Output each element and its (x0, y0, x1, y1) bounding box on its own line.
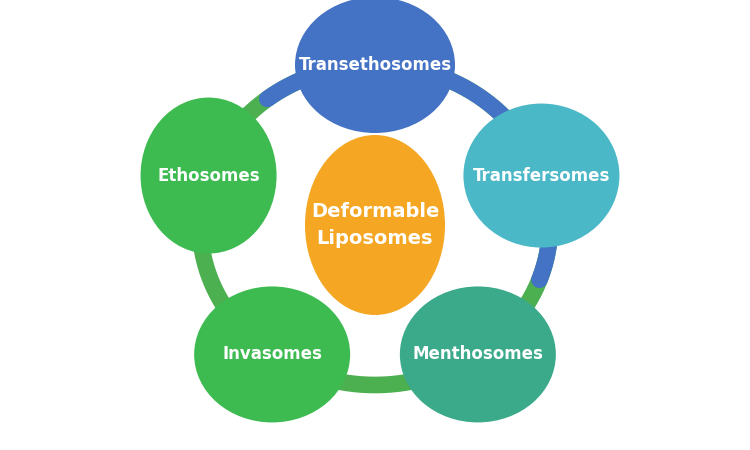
Ellipse shape (140, 98, 277, 253)
Text: Ethosomes: Ethosomes (158, 166, 260, 184)
Ellipse shape (400, 287, 556, 423)
Text: Invasomes: Invasomes (222, 346, 322, 364)
Text: Transethosomes: Transethosomes (298, 56, 452, 74)
Text: Menthosomes: Menthosomes (413, 346, 543, 364)
Ellipse shape (194, 287, 350, 423)
Ellipse shape (305, 135, 445, 315)
Text: Transfersomes: Transfersomes (472, 166, 610, 184)
Ellipse shape (464, 104, 620, 248)
Ellipse shape (295, 0, 455, 133)
Text: Deformable
Liposomes: Deformable Liposomes (310, 202, 440, 248)
